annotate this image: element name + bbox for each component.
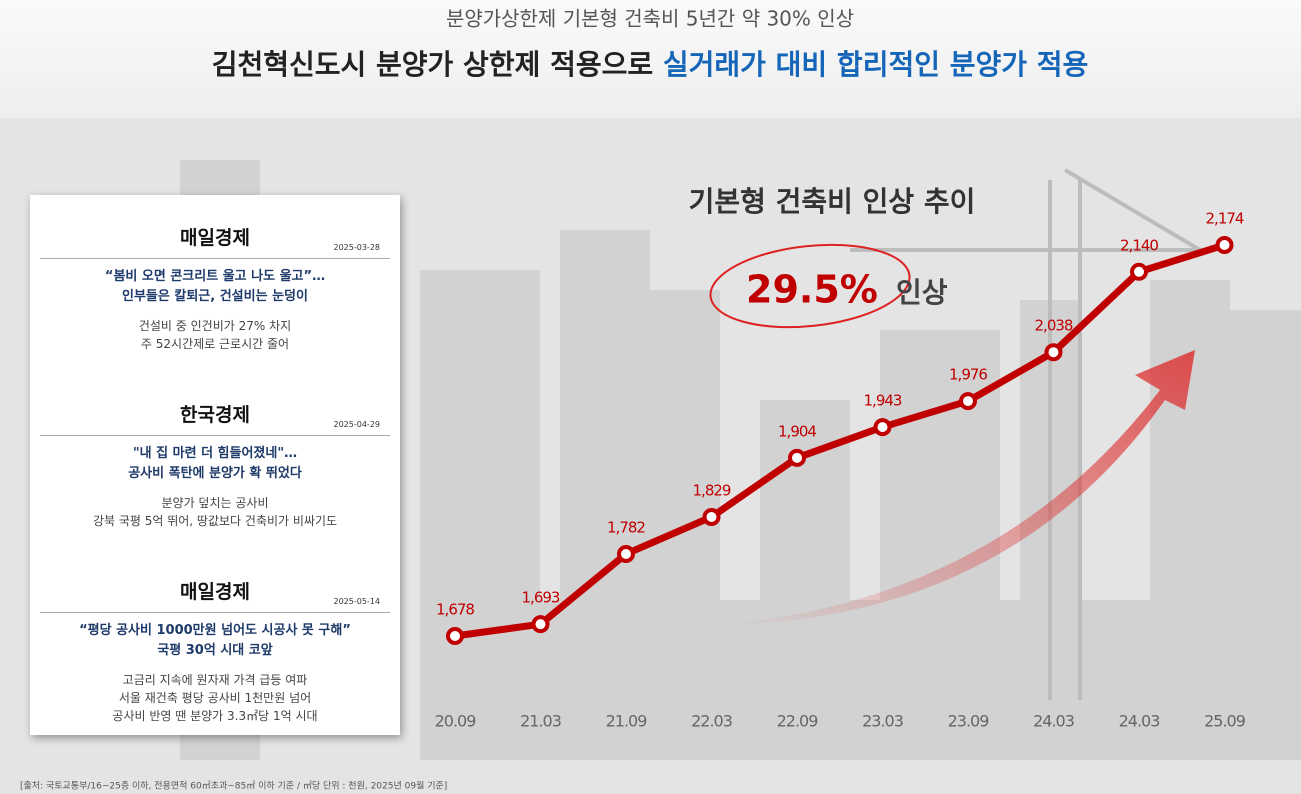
news-item: 한국경제 2025-04-29 "내 집 마련 더 힘들어졌네"… 공사비 폭탄에 분… <box>30 372 400 530</box>
annotation-text: 인상 <box>896 276 948 309</box>
x-tick-label: 23.09 <box>948 712 990 731</box>
title-part: 김천혁신도시 분양가 상한제 적용으로 <box>212 48 663 81</box>
body-line: 건설비 중 인건비가 27% 차지 <box>138 319 292 333</box>
news-item: 매일경제 2025-05-14 “평당 공사비 1000만원 넘어도 시공사 못 구… <box>30 549 400 725</box>
x-tick-label: 22.09 <box>777 712 819 731</box>
header-bg <box>0 0 1301 118</box>
subtitle: 분양가상한제 기본형 건축비 5년간 약 30% 인상 <box>446 7 854 31</box>
news-item: 매일경제 2025-03-28 “봄비 오면 콘크리트 울고 나도 울고”… 인부들은… <box>30 195 400 353</box>
growth-arrow <box>720 350 1195 625</box>
body-line: 강북 국평 5억 뛰어, 땅값보다 건축비가 비싸기도 <box>92 514 338 528</box>
value-label: 1,678 <box>436 601 474 619</box>
news-outlet: 매일경제 <box>180 581 250 603</box>
news-headline: "내 집 마련 더 힘들어졌네"… 공사비 폭탄에 분양가 확 뛰었다 <box>30 444 400 484</box>
line <box>454 241 1226 640</box>
value-label: 1,976 <box>949 366 987 384</box>
body-line: 주 52시간제로 근로시간 줄어 <box>140 337 290 351</box>
point <box>446 627 464 645</box>
value-label: 1,782 <box>607 519 645 537</box>
headline-line: "내 집 마련 더 힘들어졌네"… <box>132 446 298 461</box>
news-headline: “봄비 오면 콘크리트 울고 나도 울고”… 인부들은 칼퇴근, 건설비는 눈덩이 <box>30 267 400 307</box>
x-tick-label: 21.09 <box>606 712 648 731</box>
x-tick-label: 25.09 <box>1204 712 1246 731</box>
x-tick-label: 20.09 <box>435 712 477 731</box>
annotation-value: 29.5% <box>746 268 878 312</box>
headline-line: “평당 공사비 1000만원 넘어도 시공사 못 구해” <box>79 623 351 638</box>
x-tick-label: 22.03 <box>691 712 732 731</box>
body-line: 공사비 반영 땐 분양가 3.3㎡당 1억 시대 <box>112 709 318 723</box>
source: [출처: 국토교통부/16~25층 이하, 전용면적 60㎡초과~85㎡ 이하 … <box>20 780 447 792</box>
x-tick-label: 24.03 <box>1119 712 1160 731</box>
news-outlet: 한국경제 <box>180 404 250 426</box>
point <box>959 392 977 411</box>
value-label: 1,904 <box>778 422 816 440</box>
x-tick-label: 21.03 <box>520 712 561 731</box>
body-line: 고금리 지속에 원자재 가격 급등 여파 <box>122 673 308 687</box>
headline-line: “봄비 오면 콘크리트 울고 나도 울고”… <box>104 269 326 284</box>
news-panel: 매일경제 2025-03-28 “봄비 오면 콘크리트 울고 나도 울고”… 인부들은… <box>30 195 400 735</box>
point <box>1215 236 1234 254</box>
value-label: 1,693 <box>522 589 560 607</box>
title: 김천혁신도시 분양가 상한제 적용으로 실거래가 대비 합리적인 분양가 적용 <box>212 48 1089 81</box>
point <box>1044 343 1063 362</box>
x-tick-label: 24.03 <box>1033 712 1074 731</box>
news-date: 2025-05-14 <box>333 597 381 606</box>
point <box>788 448 806 467</box>
x-tick-label: 23.03 <box>862 712 903 731</box>
value-label: 2,038 <box>1035 317 1073 335</box>
news-date: 2025-03-28 <box>333 243 381 252</box>
point <box>531 615 550 634</box>
headline-line: 인부들은 칼퇴근, 건설비는 눈덩이 <box>122 289 308 304</box>
point <box>617 545 635 564</box>
value-label: 1,829 <box>693 481 731 499</box>
body-line: 서울 재건축 평당 공사비 1천만원 넘어 <box>118 691 312 705</box>
value-label: 2,140 <box>1120 236 1158 254</box>
point <box>873 418 892 437</box>
annotation-circle <box>709 243 911 329</box>
news-rule <box>40 258 390 259</box>
crane <box>850 168 1202 700</box>
news-date: 2025-04-29 <box>333 420 381 429</box>
news-rule <box>40 435 390 436</box>
headline-line: 국평 30억 시대 코앞 <box>157 643 273 658</box>
point <box>1130 262 1148 281</box>
chart-title: 기본형 건축비 인상 추이 <box>689 185 976 218</box>
title-highlight: 실거래가 대비 합리적인 분양가 적용 <box>663 48 1088 81</box>
point <box>702 507 721 526</box>
news-headline: “평당 공사비 1000만원 넘어도 시공사 못 구해” 국평 30억 시대 코앞 <box>30 621 400 661</box>
value-label: 1,943 <box>864 392 902 410</box>
headline-line: 공사비 폭탄에 분양가 확 뛰었다 <box>128 466 302 481</box>
value-label: 2,174 <box>1206 210 1244 228</box>
news-rule <box>40 612 390 613</box>
news-outlet: 매일경제 <box>180 227 250 249</box>
body-line: 분양가 덮치는 공사비 <box>161 496 269 510</box>
